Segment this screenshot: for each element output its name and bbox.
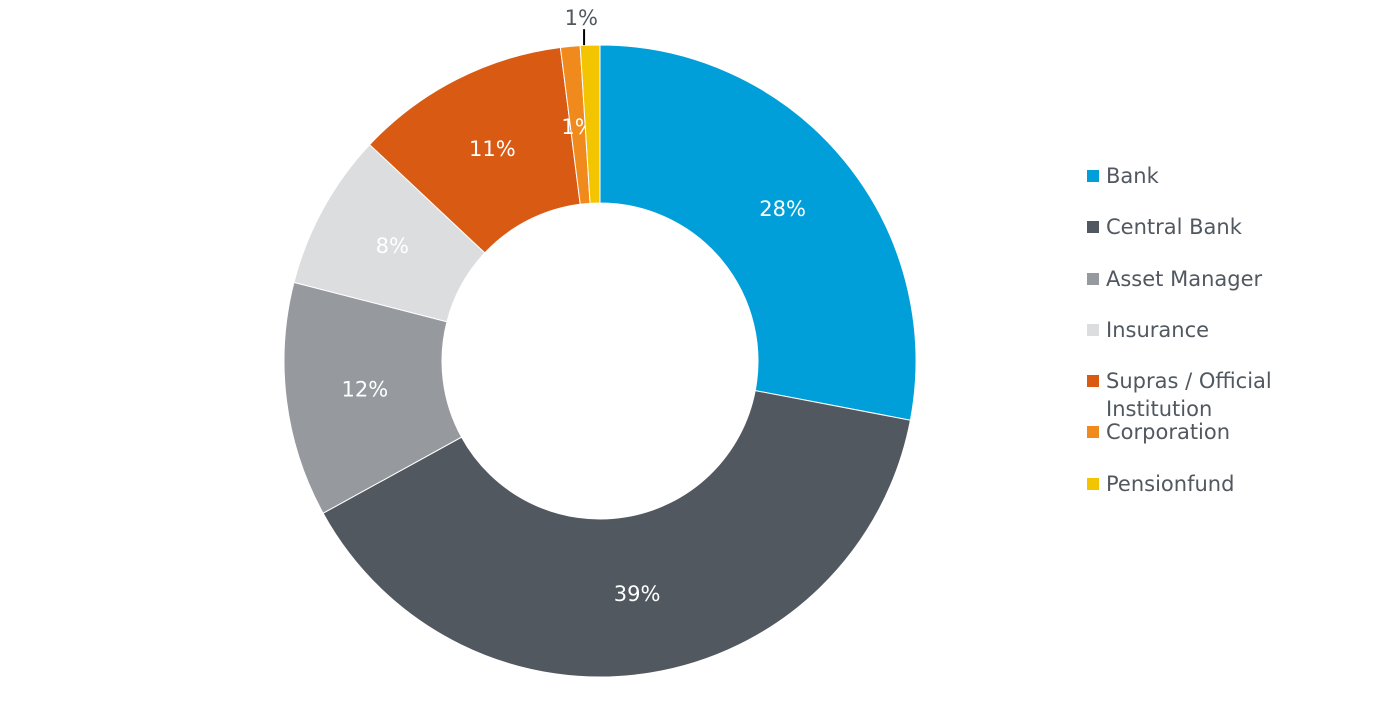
legend-label: Bank — [1106, 164, 1159, 188]
slice — [283, 281, 463, 514]
legend-swatch — [1087, 323, 1099, 336]
legend-item: Central Bank — [1087, 213, 1317, 264]
legend-item: Insurance — [1087, 316, 1317, 367]
legend-label: Central Bank — [1106, 215, 1242, 240]
legend-item: Supras / Official Institution — [1087, 367, 1317, 421]
data-label: 1% — [565, 6, 598, 30]
legend-swatch — [1087, 221, 1099, 234]
data-label: 39% — [614, 582, 661, 606]
legend-label: Asset Manager — [1106, 266, 1263, 291]
legend-swatch — [1087, 272, 1099, 285]
legend-item: Pensionfund — [1087, 470, 1317, 521]
legend-swatch — [1087, 426, 1099, 439]
legend: Bank Central Bank Asset Manager Insurance Su… — [1087, 162, 1317, 521]
legend-item: Bank — [1087, 162, 1317, 213]
chart: 28%39%12%8%11%1%1% — [283, 6, 917, 678]
legend-label: Pensionfund — [1106, 471, 1235, 496]
slice — [579, 44, 601, 204]
legend-swatch — [1087, 375, 1099, 388]
slice — [322, 390, 911, 678]
legend-item: Corporation — [1087, 418, 1317, 469]
data-label: 8% — [376, 234, 409, 258]
data-label: 28% — [759, 197, 806, 221]
legend-item: Asset Manager — [1087, 265, 1317, 316]
legend-swatch — [1087, 477, 1099, 490]
legend-label: Insurance — [1106, 317, 1210, 342]
slice — [599, 44, 917, 421]
legend-label: Corporation — [1106, 420, 1231, 445]
legend-label: Supras / Official Institution — [1106, 369, 1272, 422]
data-label: 11% — [469, 137, 516, 161]
data-label: 12% — [342, 378, 389, 402]
legend-swatch — [1087, 170, 1099, 182]
